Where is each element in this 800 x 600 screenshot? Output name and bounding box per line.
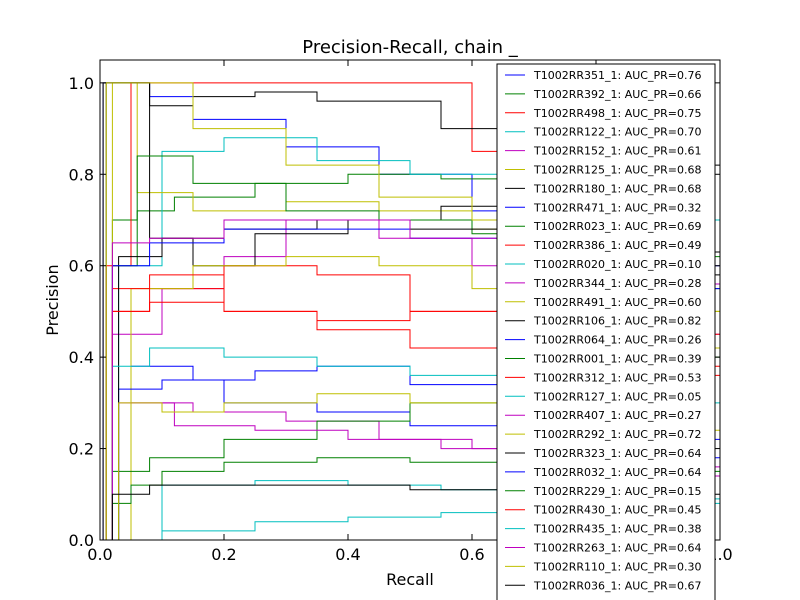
legend-entry: T1002RR491_1: AUC_PR=0.60 (533, 296, 701, 309)
legend-entry: T1002RR180_1: AUC_PR=0.68 (533, 182, 701, 195)
legend-entry: T1002RR263_1: AUC_PR=0.64 (533, 542, 701, 555)
legend-entry: T1002RR323_1: AUC_PR=0.64 (533, 447, 701, 460)
y-tick-label: 0.8 (69, 165, 94, 184)
legend-entry: T1002RR023_1: AUC_PR=0.69 (533, 220, 701, 233)
legend-entry: T1002RR036_1: AUC_PR=0.67 (533, 579, 701, 592)
x-tick-label: 0.4 (335, 545, 360, 564)
legend-entry: T1002RR106_1: AUC_PR=0.82 (533, 315, 701, 328)
legend: T1002RR351_1: AUC_PR=0.76 T1002RR392_1: A… (496, 63, 716, 600)
y-tick-label: 1.0 (69, 74, 94, 93)
x-tick-label: 0.6 (459, 545, 484, 564)
legend-entry: T1002RR435_1: AUC_PR=0.38 (533, 523, 701, 536)
legend-entry: T1002RR498_1: AUC_PR=0.75 (533, 107, 701, 120)
legend-entry: T1002RR386_1: AUC_PR=0.49 (533, 239, 701, 252)
legend-entry: T1002RR125_1: AUC_PR=0.68 (533, 164, 701, 177)
legend-entry: T1002RR110_1: AUC_PR=0.30 (533, 560, 701, 573)
y-axis-ticks: 0.0 0.2 0.4 0.6 0.8 1.0 (69, 74, 720, 550)
y-axis-label: Precision (43, 264, 62, 335)
x-tick-label: 0.0 (87, 545, 112, 564)
legend-box (496, 63, 716, 600)
legend-entry: T1002RR152_1: AUC_PR=0.61 (533, 145, 701, 158)
legend-entry: T1002RR001_1: AUC_PR=0.39 (533, 353, 701, 366)
legend-entry: T1002RR020_1: AUC_PR=0.10 (533, 258, 701, 271)
legend-entry: T1002RR351_1: AUC_PR=0.76 (533, 69, 701, 82)
legend-entry: T1002RR430_1: AUC_PR=0.45 (533, 504, 701, 517)
legend-entry: T1002RR032_1: AUC_PR=0.64 (533, 466, 701, 479)
x-axis-label: Recall (386, 570, 434, 589)
plot-frame (99, 59, 721, 541)
legend-entry: T1002RR064_1: AUC_PR=0.26 (533, 334, 701, 347)
legend-entry: T1002RR407_1: AUC_PR=0.27 (533, 409, 701, 422)
y-tick-label: 0.6 (69, 257, 94, 276)
legend-entry: T1002RR292_1: AUC_PR=0.72 (533, 428, 701, 441)
legend-entry: T1002RR344_1: AUC_PR=0.28 (533, 277, 701, 290)
y-tick-label: 0.2 (69, 440, 94, 459)
x-tick-label: 0.2 (211, 545, 236, 564)
legend-entry: T1002RR392_1: AUC_PR=0.66 (533, 88, 701, 101)
legend-entry: T1002RR127_1: AUC_PR=0.05 (533, 390, 701, 403)
legend-entry: T1002RR471_1: AUC_PR=0.32 (533, 201, 701, 214)
chart-title: Precision-Recall, chain _ (302, 37, 518, 58)
y-tick-label: 0.0 (69, 531, 94, 550)
legend-entry: T1002RR312_1: AUC_PR=0.53 (533, 371, 701, 384)
legend-entry: T1002RR229_1: AUC_PR=0.15 (533, 485, 701, 498)
legend-entry: T1002RR122_1: AUC_PR=0.70 (533, 126, 701, 139)
y-tick-label: 0.4 (69, 348, 94, 367)
